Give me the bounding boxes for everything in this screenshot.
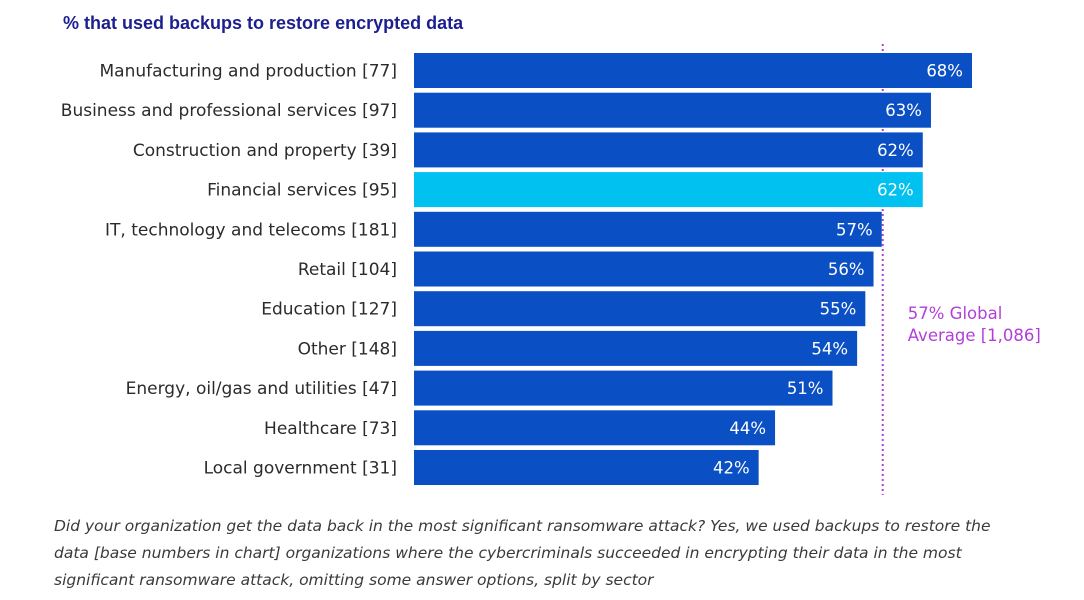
value-label: 57% <box>836 220 873 239</box>
value-label: 62% <box>877 141 914 160</box>
value-label: 51% <box>787 379 824 398</box>
value-label: 55% <box>820 300 857 319</box>
category-label: Business and professional services [97] <box>61 101 397 121</box>
labels-group: Manufacturing and production [77] 68% Busi… <box>61 62 963 479</box>
bar <box>414 132 923 168</box>
bar <box>414 330 858 366</box>
bar <box>414 53 972 88</box>
category-label: Education [127] <box>261 300 397 320</box>
value-label: 44% <box>729 419 766 438</box>
reference-line-label-line: Average [1,086] <box>908 326 1041 345</box>
category-label: Construction and property [39] <box>133 141 397 161</box>
chart-caption: Did your organization get the data back … <box>54 517 991 589</box>
category-label: IT, technology and telecoms [181] <box>105 220 397 240</box>
category-label: Energy, oil/gas and utilities [47] <box>126 379 397 399</box>
bar <box>414 291 866 327</box>
bar <box>414 370 833 406</box>
value-label: 62% <box>877 181 914 200</box>
category-label: Local government [31] <box>204 459 397 479</box>
reference-line-group: 57% Global Average [1,086] <box>881 44 1041 495</box>
reference-line-label-line: 57% Global <box>908 304 1003 323</box>
category-label: Financial services [95] <box>207 181 397 201</box>
bar <box>414 251 874 287</box>
value-label: 54% <box>811 339 848 358</box>
bar <box>414 410 776 446</box>
bar <box>414 92 931 128</box>
category-label: Other [148] <box>298 339 397 359</box>
category-label: Retail [104] <box>298 260 397 280</box>
bar <box>414 172 923 208</box>
value-label: 56% <box>828 260 865 279</box>
value-label: 68% <box>926 62 963 81</box>
bar <box>414 211 882 247</box>
bars-group <box>414 53 972 485</box>
category-label: Healthcare [73] <box>264 419 397 439</box>
bar <box>414 450 759 485</box>
category-label: Manufacturing and production [77] <box>100 62 397 82</box>
value-label: 63% <box>885 101 922 120</box>
bar-chart: 57% Global Average [1,086] Manufacturing … <box>61 44 1041 495</box>
reference-line-label: 57% Global Average [1,086] <box>908 304 1041 345</box>
chart-title: % that used backups to restore encrypted… <box>63 13 464 33</box>
value-label: 42% <box>713 459 750 478</box>
